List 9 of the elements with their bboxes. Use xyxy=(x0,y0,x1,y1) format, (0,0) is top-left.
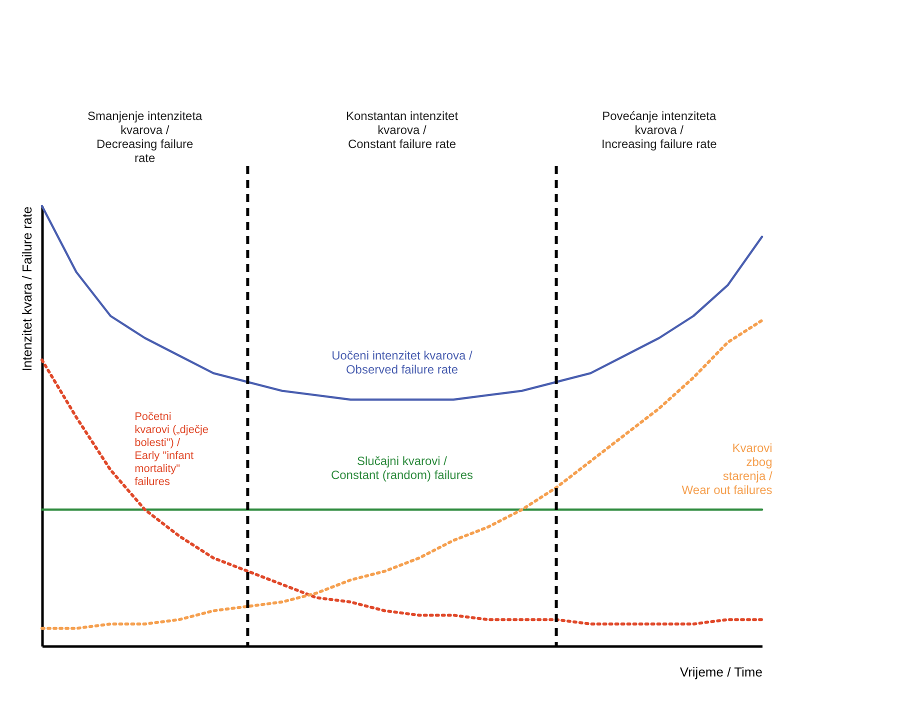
series-label: Uočeni intenzitet kvarova / Observed failure rate xyxy=(332,348,474,377)
text: Smanjenje intenziteta kvarova / Decreasing failure rate xyxy=(87,109,203,165)
text: Konstantan intenzitet kvarova / Constant failure rate xyxy=(346,109,459,151)
x-axis-title: Vrijeme / Time xyxy=(680,664,762,680)
text: Kvarovi zbog starenja / Wear out failures xyxy=(682,441,773,497)
y-axis-title: Intenzitet kvara / Failure rate xyxy=(20,206,34,372)
series-label: Početni kvarovi („dječje bolesti") / Early "infant mortality" failures xyxy=(134,411,209,488)
text: Povećanje intenziteta kvarova / Increasing failure rate xyxy=(601,109,718,151)
text: Slučajni kvarovi / Constant (random) failures xyxy=(330,454,474,482)
